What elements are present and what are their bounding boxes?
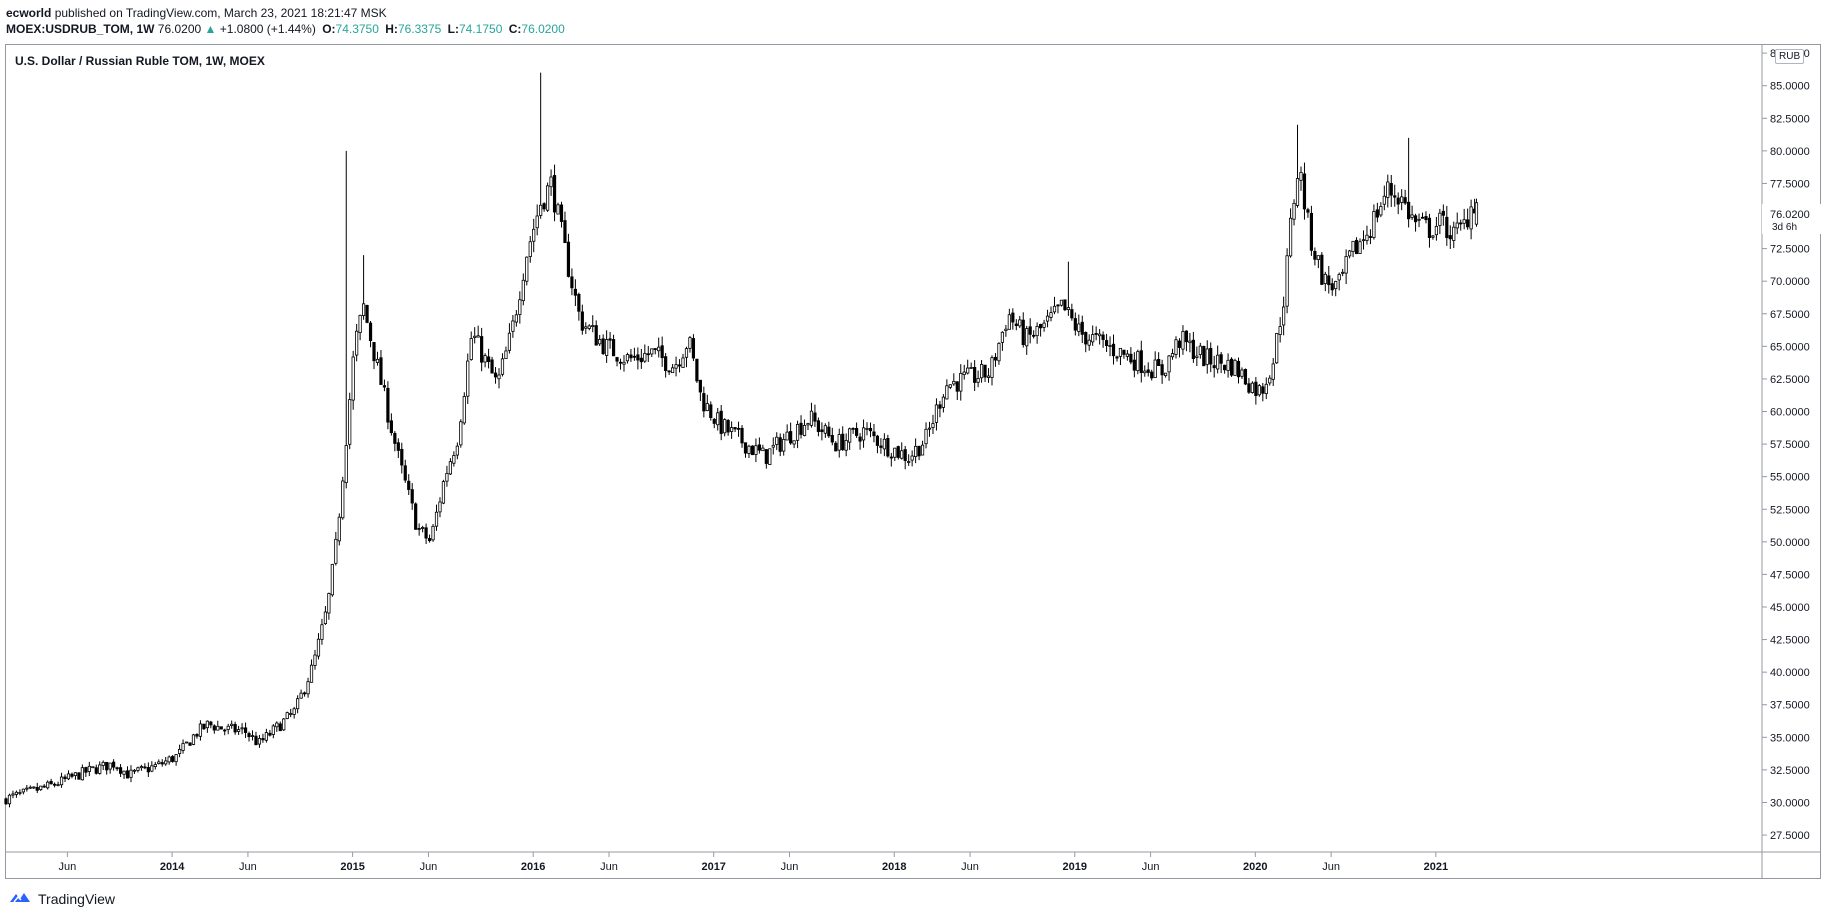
symbol-name[interactable]: MOEX:USDRUB_TOM, 1W: [6, 22, 155, 36]
low-value: 74.1750: [459, 22, 503, 36]
chart-frame[interactable]: [5, 44, 1821, 879]
high-label: H:: [385, 22, 398, 36]
footer: TradingView: [8, 890, 115, 907]
open-value: 74.3750: [335, 22, 379, 36]
published-text: published on TradingView.com, March 23, …: [54, 6, 387, 20]
published-info: ecworld published on TradingView.com, Ma…: [6, 6, 387, 20]
footer-brand[interactable]: TradingView: [38, 890, 116, 907]
tradingview-cloud-icon[interactable]: [8, 890, 32, 907]
low-label: L:: [447, 22, 459, 36]
open-label: O:: [322, 22, 336, 36]
chart-title: U.S. Dollar / Russian Ruble TOM, 1W, MOE…: [15, 54, 265, 68]
currency-unit-badge[interactable]: RUB: [1775, 49, 1805, 64]
symbol-legend: MOEX:USDRUB_TOM, 1W 76.0200 ▲ +1.0800 (+…: [6, 22, 565, 36]
last-price: 76.0200: [157, 22, 202, 36]
up-arrow-icon: ▲: [204, 22, 217, 36]
close-label: C:: [508, 22, 522, 36]
high-value: 76.3375: [397, 22, 442, 36]
price-change: +1.0800 (+1.44%): [219, 22, 316, 36]
close-value: 76.0200: [521, 22, 565, 36]
author-name[interactable]: ecworld: [6, 6, 52, 20]
